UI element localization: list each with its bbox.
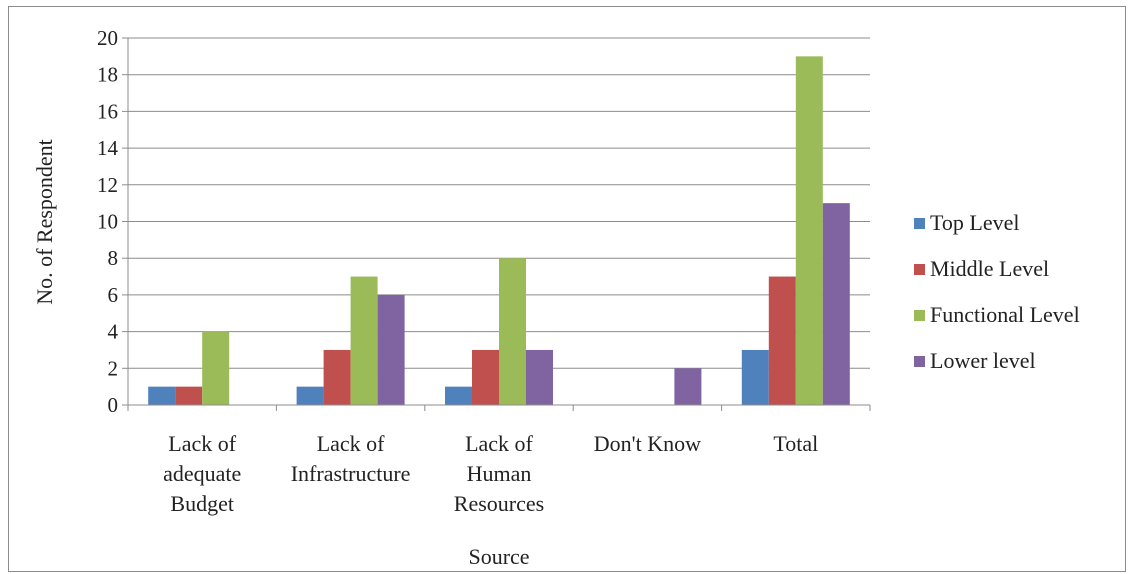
x-tick-label: adequate [163,461,241,486]
y-tick-label: 2 [108,356,119,380]
bar [674,368,702,405]
axes [127,38,870,406]
x-tick-label: Resources [454,491,544,516]
x-axis-title: Source [468,544,529,569]
chart-frame [8,6,1126,572]
x-tick-label: Budget [170,491,234,516]
bar [472,349,499,405]
x-tick-labels: Lack of adequate Budget Lack of Infrastructu… [163,431,818,516]
bar [822,203,850,405]
legend-swatch [914,264,925,275]
y-tick-label: 16 [97,99,118,123]
y-tick-label: 20 [97,26,118,50]
x-tick-label: Lack of [317,431,385,456]
x-tick-label: Human [467,461,532,486]
bar [768,276,796,405]
legend-label: Middle Level [930,256,1049,281]
bar [741,349,769,405]
legend: Top Level Middle Level Functional Level Low… [914,210,1080,373]
gridlines [122,37,871,411]
legend-label: Functional Level [930,302,1080,327]
y-tick-labels: 0 2 4 6 8 10 12 14 16 18 20 [97,26,119,417]
bar [350,276,378,405]
legend-label: Top Level [930,210,1019,235]
x-tick-label: Lack of [168,431,236,456]
bar [175,386,203,405]
bar [323,349,351,405]
y-tick-label: 18 [97,63,118,87]
bar [202,331,230,405]
bar [148,386,176,405]
bars [148,56,850,405]
y-axis-title: No. of Respondent [32,139,57,305]
y-tick-label: 6 [108,283,119,307]
y-tick-label: 4 [108,320,119,344]
legend-swatch [914,218,925,229]
y-tick-label: 12 [97,173,118,197]
legend-swatch [914,356,925,367]
bar [795,56,823,405]
y-tick-label: 10 [97,210,118,234]
x-tick-label: Lack of [465,431,533,456]
y-tick-label: 0 [108,393,119,417]
legend-label: Lower level [930,348,1036,373]
x-tick-label: Total [773,431,818,456]
bar [526,349,553,405]
bar [499,258,526,405]
bar [445,386,472,405]
y-tick-label: 8 [108,246,119,270]
y-tick-label: 14 [97,136,119,160]
bar [377,294,405,405]
x-tick-label: Infrastructure [291,461,411,486]
legend-swatch [914,310,925,321]
x-tick-label: Don't Know [594,431,701,456]
bar [296,386,324,405]
